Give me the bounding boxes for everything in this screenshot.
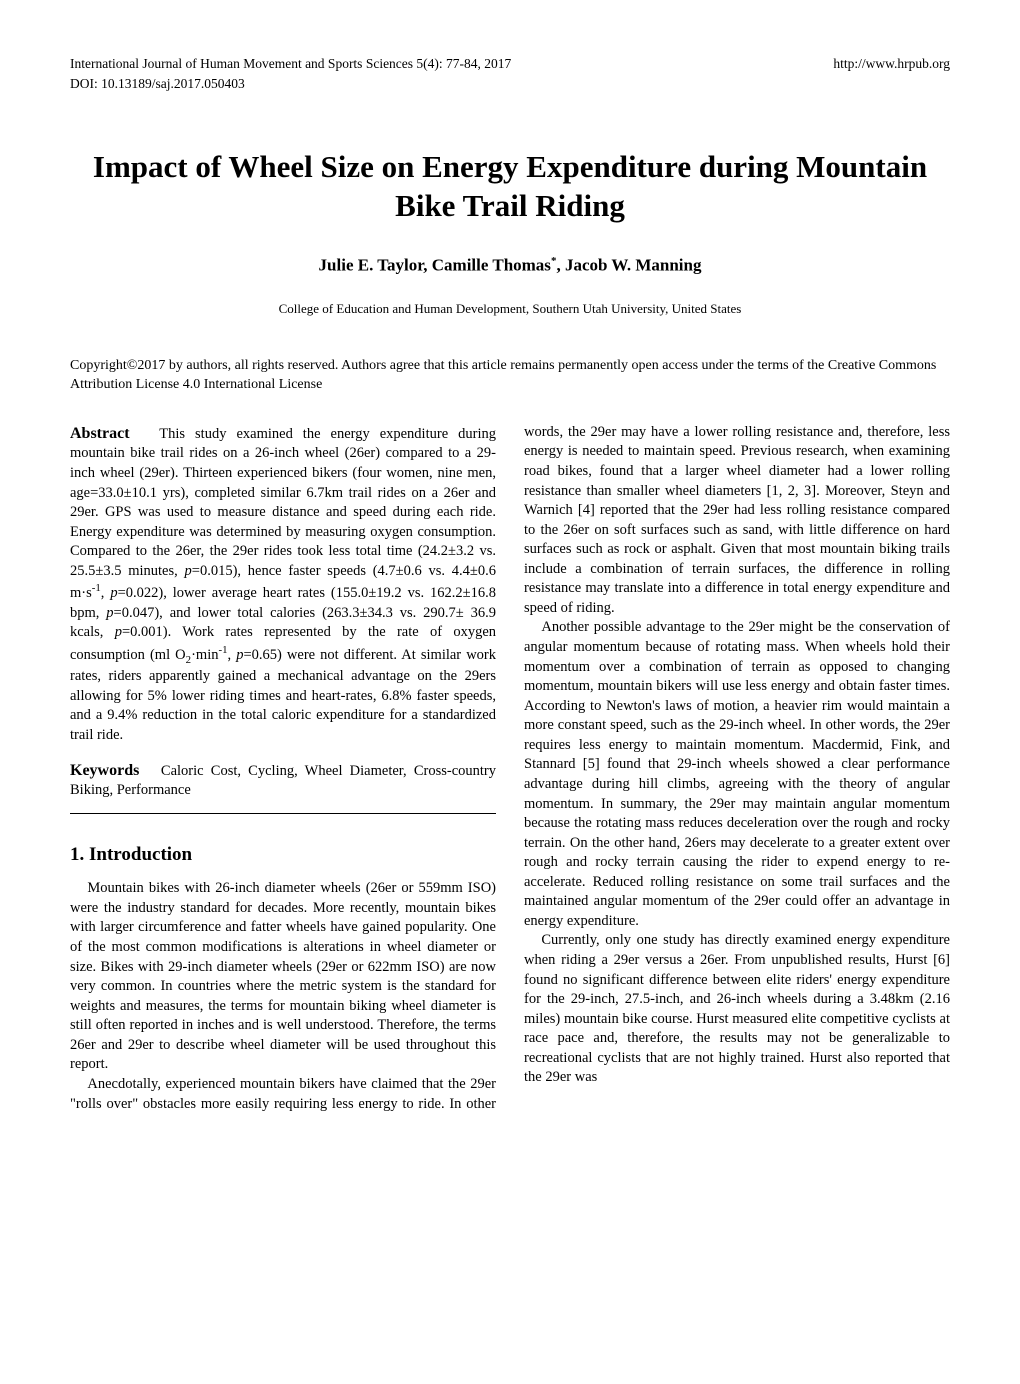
intro-para-3: Another possible advantage to the 29er m…	[524, 618, 950, 931]
section-divider	[70, 813, 496, 814]
abstract-label: Abstract	[70, 425, 130, 442]
journal-name: International Journal of Human Movement …	[70, 55, 511, 73]
abstract-block: Abstract This study examined the energy …	[70, 423, 496, 746]
section-1-heading: 1. Introduction	[70, 842, 496, 868]
intro-para-4: Currently, only one study has directly e…	[524, 931, 950, 1088]
authors-line: Julie E. Taylor, Camille Thomas*, Jacob …	[70, 254, 950, 278]
doi-line: DOI: 10.13189/saj.2017.050403	[70, 75, 950, 93]
journal-url: http://www.hrpub.org	[833, 55, 950, 73]
paper-title: Impact of Wheel Size on Energy Expenditu…	[70, 148, 950, 226]
copyright-notice: Copyright©2017 by authors, all rights re…	[70, 357, 950, 395]
keywords-label: Keywords	[70, 762, 139, 779]
abstract-text: This study examined the energy expenditu…	[70, 426, 496, 743]
affiliation-line: College of Education and Human Developme…	[70, 300, 950, 318]
keywords-block: Keywords Caloric Cost, Cycling, Wheel Di…	[70, 760, 496, 801]
intro-para-1: Mountain bikes with 26-inch diameter whe…	[70, 879, 496, 1075]
